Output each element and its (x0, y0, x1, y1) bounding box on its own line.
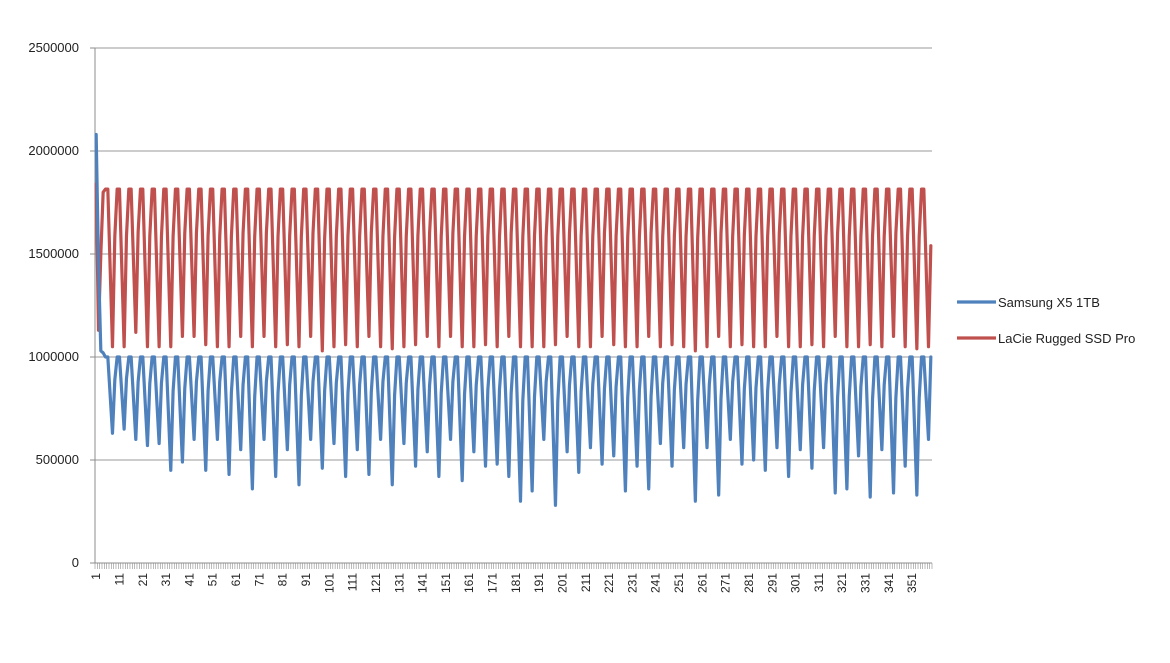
x-tick-label: 131 (392, 573, 406, 593)
x-tick-label: 61 (229, 573, 243, 587)
x-tick-label: 81 (276, 573, 290, 587)
y-tick-label: 2500000 (28, 40, 79, 55)
x-tick-label: 341 (882, 573, 896, 593)
legend-label-lacie-rugged-ssd-pro: LaCie Rugged SSD Pro (998, 331, 1135, 346)
legend: Samsung X5 1TB LaCie Rugged SSD Pro (957, 295, 1135, 346)
x-tick-label: 151 (439, 573, 453, 593)
x-tick-label: 271 (719, 573, 733, 593)
x-tick-label: 121 (369, 573, 383, 593)
x-tick-label: 171 (486, 573, 500, 593)
x-tick-label: 1 (89, 573, 103, 580)
x-tick-label: 261 (695, 573, 709, 593)
y-tick-label: 1500000 (28, 246, 79, 261)
x-tick-label: 281 (742, 573, 756, 593)
y-tick-label: 500000 (36, 452, 79, 467)
x-tick-label: 111 (346, 573, 360, 592)
x-tick-label: 311 (812, 573, 826, 592)
x-tick-label: 31 (159, 573, 173, 587)
y-tick-label: 1000000 (28, 349, 79, 364)
x-tick-label: 41 (182, 573, 196, 587)
x-tick-label: 191 (532, 573, 546, 593)
axes (94, 48, 933, 569)
x-tick-label: 251 (672, 573, 686, 593)
y-tick-label: 0 (72, 555, 79, 570)
x-axis-tick-labels: 1 11 21 31 41 51 61 71 81 91 101 111 121 131 141 151 161… (89, 573, 919, 593)
x-tick-label: 91 (299, 573, 313, 587)
x-tick-label: 241 (649, 573, 663, 593)
x-tick-marks (94, 563, 933, 569)
series-lines (94, 132, 933, 507)
x-tick-label: 71 (252, 573, 266, 587)
series-line-lacie-rugged-ssd-pro (94, 182, 933, 353)
x-tick-label: 301 (789, 573, 803, 593)
y-tick-label: 2000000 (28, 143, 79, 158)
x-tick-label: 321 (835, 573, 849, 593)
x-tick-label: 161 (462, 573, 476, 593)
x-tick-label: 51 (206, 573, 220, 587)
x-tick-label: 11 (112, 573, 126, 586)
x-tick-label: 211 (579, 573, 593, 592)
x-tick-label: 141 (416, 573, 430, 593)
legend-label-samsung-x5-1tb: Samsung X5 1TB (998, 295, 1100, 310)
x-tick-label: 331 (859, 573, 873, 593)
x-tick-label: 221 (602, 573, 616, 593)
x-tick-label: 231 (625, 573, 639, 593)
x-tick-label: 201 (555, 573, 569, 593)
x-tick-label: 351 (905, 573, 919, 593)
y-axis-tick-labels: 0 500000 1000000 1500000 2000000 2500000 (28, 40, 79, 570)
x-tick-label: 21 (136, 573, 150, 587)
x-tick-label: 181 (509, 573, 523, 593)
x-tick-label: 101 (322, 573, 336, 593)
series-line-samsung-x5-1tb (94, 132, 933, 507)
x-tick-label: 291 (765, 573, 779, 593)
